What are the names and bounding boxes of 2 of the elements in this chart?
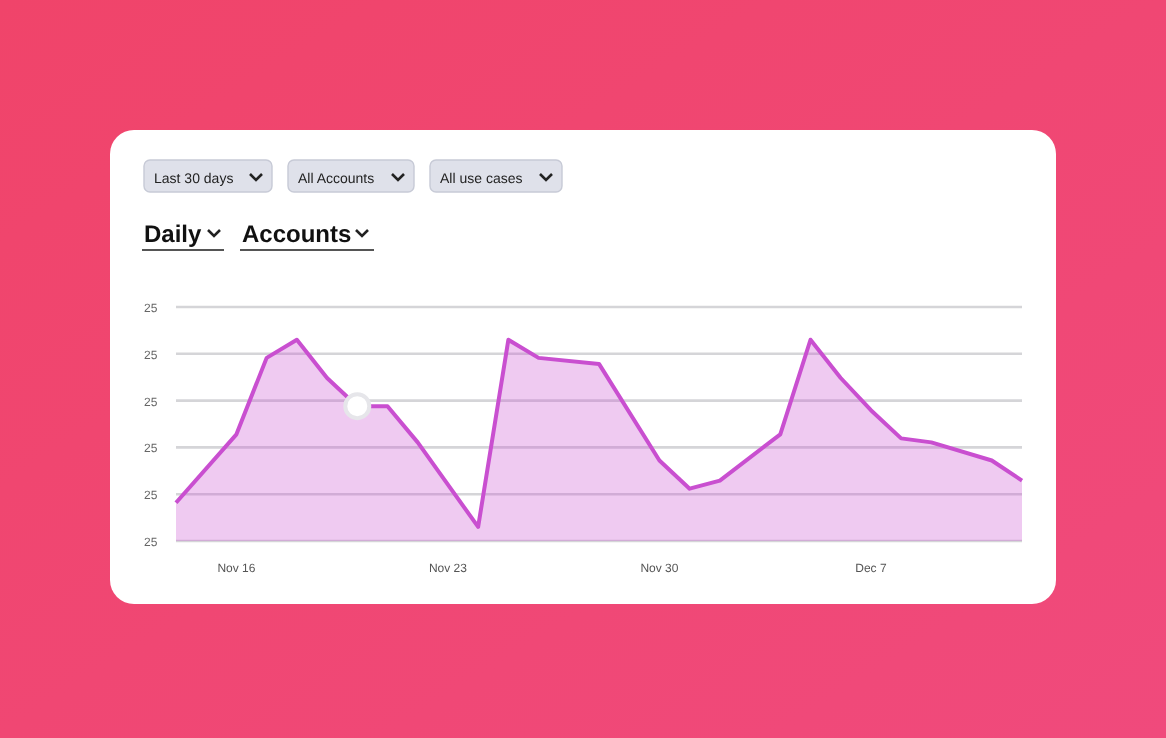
text: Accounts	[242, 220, 352, 248]
text: Daily	[144, 220, 203, 248]
